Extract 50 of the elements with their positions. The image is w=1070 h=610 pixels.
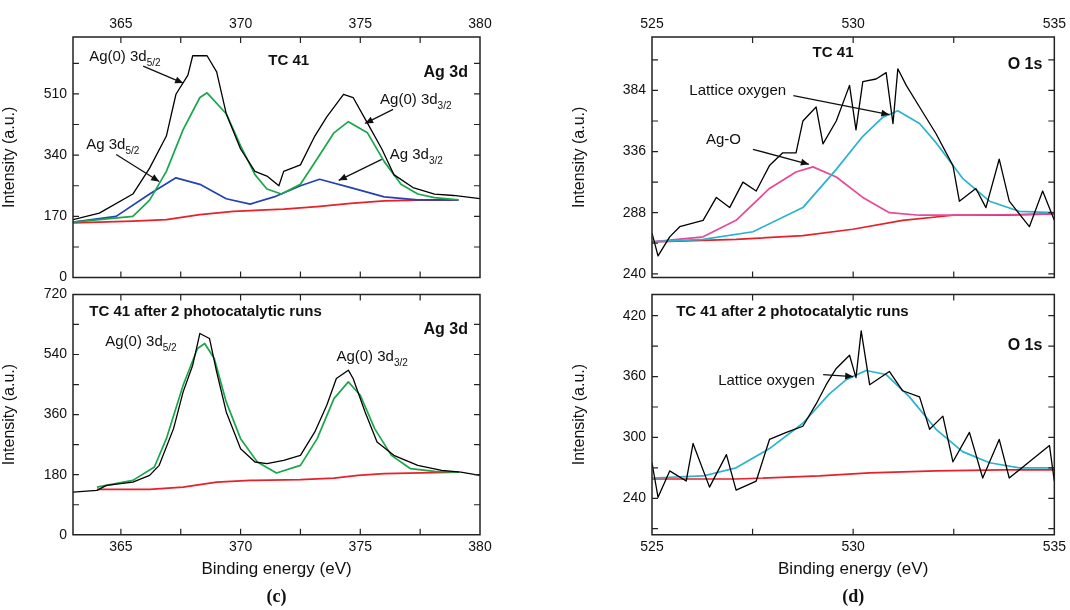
x-tick-label: 530 (841, 15, 866, 32)
y-tick-label: 240 (622, 264, 647, 281)
x-axis-title: Binding energy (eV) (201, 559, 352, 579)
x-tick-label: 375 (348, 15, 373, 32)
x-tick-label: 535 (1042, 15, 1067, 32)
y-tick-label: 180 (43, 465, 68, 482)
x-tick-label: 370 (228, 15, 253, 32)
text: TC 41 after 2 photocatalytic runs (676, 302, 909, 320)
x-tick-label: 380 (468, 538, 492, 555)
y-tick-label: 300 (622, 428, 647, 445)
y-axis-title: Intensity (a.u.) (570, 106, 588, 208)
y-tick-label: 0 (59, 525, 68, 542)
annotation: O 1s (1007, 336, 1043, 354)
x-tick-label: 370 (228, 538, 253, 555)
y-tick-label: 340 (43, 146, 68, 162)
y-tick-label: 360 (43, 405, 68, 422)
y-tick-label: 336 (622, 142, 647, 159)
y-tick-label: 170 (43, 207, 68, 224)
annotation: Ag 3d (423, 63, 469, 80)
y-tick-label: 720 (43, 285, 68, 302)
text: TC 41 after 2 photocatalytic runs (89, 302, 322, 320)
text: (c) (266, 586, 287, 607)
text: (d) (842, 586, 865, 607)
y-tick-label: 510 (43, 84, 68, 101)
x-tick-label: 525 (640, 15, 664, 32)
annotation: Ag-O (705, 130, 741, 148)
x-tick-label: 375 (348, 538, 373, 555)
y-tick-label: 384 (622, 81, 647, 98)
x-tick-label: 380 (468, 15, 492, 32)
x-tick-label: 365 (109, 15, 133, 32)
x-tick-label: 365 (109, 538, 133, 555)
x-axis-title: Binding energy (eV) (778, 559, 929, 579)
annotation: Ag 3d (423, 320, 469, 338)
annotation: Lattice oxygen (689, 80, 787, 98)
annotation: O 1s (1007, 55, 1043, 72)
x-tick-label: 535 (1042, 538, 1067, 555)
y-tick-label: 240 (622, 489, 647, 506)
y-tick-label: 420 (622, 306, 647, 323)
y-tick-label: 288 (622, 203, 647, 220)
y-axis-title: Intensity (a.u.) (0, 363, 18, 466)
chart-title: TC 41 (812, 43, 854, 60)
y-tick-label: 540 (43, 345, 68, 362)
text: TC 41 (268, 51, 310, 68)
x-tick-label: 530 (841, 538, 866, 555)
y-tick-label: 0 (59, 268, 68, 285)
y-tick-label: 360 (622, 367, 647, 384)
y-axis-title: Intensity (a.u.) (0, 106, 18, 208)
annotation: Lattice oxygen (718, 370, 815, 388)
y-axis-title: Intensity (a.u.) (570, 363, 588, 466)
x-tick-label: 525 (640, 538, 664, 555)
